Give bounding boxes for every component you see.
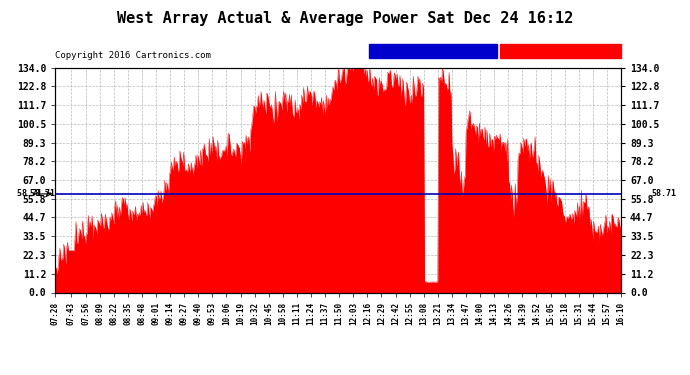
Text: Average  (DC Watts): Average (DC Watts) [382, 48, 484, 57]
Text: West Array Actual & Average Power Sat Dec 24 16:12: West Array Actual & Average Power Sat De… [117, 11, 573, 26]
Text: Copyright 2016 Cartronics.com: Copyright 2016 Cartronics.com [55, 51, 211, 60]
Text: 58.71: 58.71 [651, 189, 677, 198]
Text: 58.71: 58.71 [26, 189, 55, 198]
Text: 58.71 →: 58.71 → [17, 189, 52, 198]
Text: West Array  (DC Watts): West Array (DC Watts) [502, 48, 620, 57]
